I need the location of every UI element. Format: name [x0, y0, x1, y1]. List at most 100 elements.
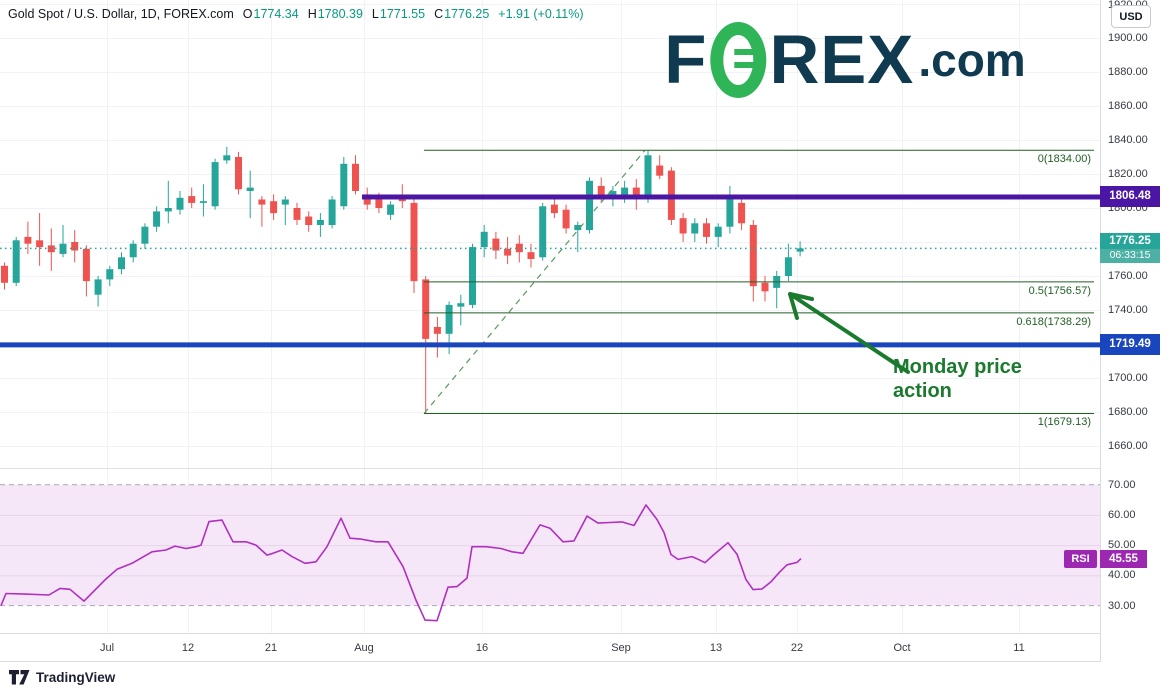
candle: [305, 216, 313, 225]
candle: [644, 155, 652, 198]
candle: [235, 157, 242, 190]
time-tick-label: Sep: [611, 642, 631, 654]
annotation-text[interactable]: Monday price action: [893, 356, 1022, 402]
candle: [270, 201, 278, 214]
candle: [153, 211, 161, 227]
candle: [211, 162, 219, 207]
candle: [188, 196, 196, 203]
open-label: O: [242, 7, 253, 21]
candle: [726, 199, 734, 227]
candle: [597, 185, 605, 197]
symbol-legend: Gold Spot / U.S. Dollar, 1D, FOREX.com O1…: [8, 7, 584, 21]
price-tick-label: 1860.00: [1108, 100, 1148, 112]
candle: [223, 155, 231, 161]
candle: [703, 223, 710, 237]
fib-trend-line[interactable]: [423, 149, 646, 414]
candle: [433, 327, 441, 334]
candle: [761, 282, 769, 292]
candle: [656, 165, 664, 176]
candle: [129, 243, 137, 258]
rsi-tick-label: 60.00: [1108, 508, 1136, 521]
candle: [457, 303, 465, 307]
candle: [492, 238, 500, 251]
price-label-countdown: 06:33:15: [1100, 249, 1160, 264]
rsi-band: [0, 484, 1100, 606]
support-line[interactable]: [0, 342, 1100, 348]
fib-level-label: 0.5(1756.57): [1028, 284, 1091, 297]
candle: [118, 257, 125, 270]
time-tick-label: 22: [790, 642, 804, 654]
close-label: C: [434, 7, 444, 21]
high-label: H: [307, 7, 317, 21]
open-value: 1774.34: [253, 7, 299, 21]
candle: [36, 240, 44, 248]
candle: [59, 243, 67, 254]
rsi-line: [0, 504, 802, 622]
price-tick-label: 1760.00: [1108, 270, 1148, 282]
candle: [340, 163, 348, 207]
forexcom-watermark-logo: F REX .com: [664, 21, 1026, 98]
candle: [562, 209, 570, 229]
symbol-title[interactable]: Gold Spot / U.S. Dollar, 1D, FOREX.com: [8, 7, 234, 21]
time-axis[interactable]: Jul 12 21 Aug 16 Sep 13 22 Oct 11: [0, 633, 1173, 662]
time-tick-label: Aug: [354, 642, 374, 654]
candle: [445, 304, 453, 334]
candle: [738, 202, 746, 224]
candle: [515, 243, 523, 253]
candle: [24, 236, 32, 244]
candle: [527, 252, 535, 259]
time-tick-label: 12: [181, 642, 195, 654]
tradingview-logo[interactable]: TradingView: [9, 670, 115, 685]
tradingview-icon: [9, 670, 30, 685]
price-tick-label: 1820.00: [1108, 168, 1148, 180]
candle: [258, 199, 266, 205]
high-value: 1780.39: [317, 7, 363, 21]
candle: [316, 219, 324, 225]
low-value: 1771.55: [379, 7, 426, 21]
rsi-value-label: 45.55: [1100, 549, 1147, 568]
currency-unit-button[interactable]: USD: [1111, 5, 1151, 28]
candle: [328, 199, 336, 225]
price-label-resistance: 1806.48: [1100, 186, 1160, 208]
candle: [1, 265, 8, 283]
close-value: 1776.25: [444, 7, 490, 21]
candle: [82, 248, 90, 282]
pane-divider[interactable]: [0, 468, 1175, 469]
candle: [784, 257, 792, 276]
time-tick-label: 13: [709, 642, 723, 654]
fib-level-label: 0(1834.00): [1037, 153, 1091, 166]
candle: [71, 242, 79, 251]
fib-level-label: 1(1679.13): [1037, 416, 1091, 429]
candle: [422, 279, 430, 339]
candle: [363, 194, 371, 205]
candle: [199, 201, 207, 203]
candle: [550, 204, 558, 214]
candle: [609, 191, 617, 198]
time-tick-label: Oct: [893, 642, 911, 654]
price-tick-label: 1900.00: [1108, 32, 1148, 44]
candle: [94, 279, 102, 295]
candle: [504, 248, 512, 256]
time-tick-label: 11: [1013, 642, 1025, 654]
watermark-text-rex: REX: [769, 21, 915, 98]
time-tick-label: Jul: [99, 642, 115, 654]
price-tick-label: 1880.00: [1108, 66, 1148, 78]
price-tick-label: 1700.00: [1108, 372, 1148, 384]
candle: [281, 199, 289, 205]
resistance-line[interactable]: [362, 194, 1100, 200]
candle: [539, 206, 547, 258]
rsi-indicator-label[interactable]: RSI: [1064, 549, 1097, 568]
watermark-text-com: .com: [918, 34, 1026, 86]
candle: [469, 247, 476, 305]
annotation-arrow-icon[interactable]: [788, 292, 910, 374]
candle: [164, 208, 172, 212]
price-label-main: 1806.48: [1109, 190, 1151, 203]
candle: [352, 163, 359, 191]
candle: [293, 208, 301, 220]
candle: [749, 225, 757, 287]
candle: [714, 226, 722, 237]
candle: [246, 187, 254, 191]
candle: [632, 187, 640, 198]
